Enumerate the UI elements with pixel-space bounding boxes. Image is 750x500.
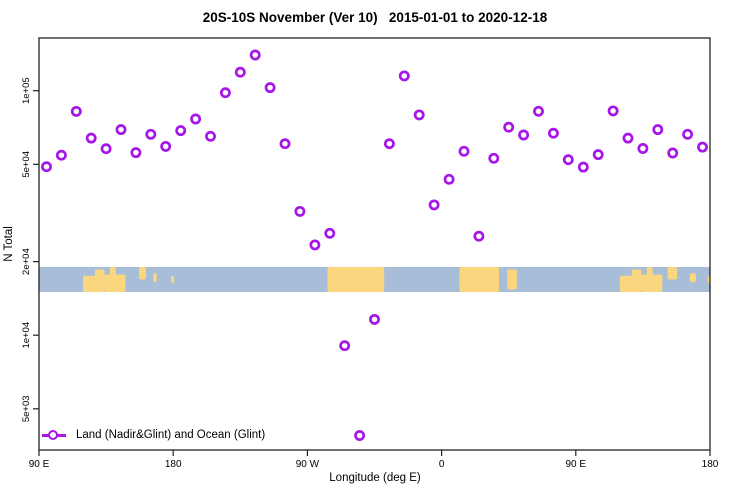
data-point [697, 141, 708, 153]
x-tick-label: 180 [702, 459, 719, 470]
y-tick-label: 2e+04 [21, 248, 32, 275]
y-tick-label: 1e+04 [21, 322, 32, 349]
data-point [339, 340, 351, 352]
chart-title: 20S-10S November (Ver 10) 2015-01-01 to … [202, 10, 548, 25]
legend-label: Land (Nadir&Glint) and Ocean (Glint) [76, 429, 266, 441]
data-point [413, 109, 425, 121]
data-point [383, 138, 395, 150]
data-point [622, 132, 634, 144]
data-point [592, 149, 604, 161]
data-point [562, 154, 574, 166]
data-point [100, 143, 112, 155]
data-point [190, 113, 202, 125]
data-point [533, 105, 544, 117]
map-land-patch [170, 275, 174, 284]
data-point [41, 161, 52, 173]
data-point [503, 121, 515, 133]
data-point [294, 205, 306, 217]
data-point [160, 140, 172, 152]
data-point [473, 230, 485, 242]
data-point [458, 145, 470, 157]
data-point [130, 147, 142, 159]
data-point [264, 82, 276, 94]
data-point [518, 129, 530, 141]
data-point [205, 130, 216, 142]
map-land-patch [109, 267, 116, 292]
x-tick-label: 0 [439, 459, 445, 470]
data-point [577, 161, 589, 173]
map-land-patch [631, 269, 642, 292]
data-point [279, 138, 291, 150]
data-point [219, 87, 231, 99]
map-land-patch [507, 269, 517, 290]
x-tick-label: 90 W [296, 459, 320, 470]
data-point [607, 105, 619, 117]
map-land-patch [94, 269, 105, 292]
data-point [234, 66, 246, 78]
x-tick-label: 180 [165, 459, 182, 470]
data-point [70, 105, 82, 117]
data-point [354, 430, 366, 441]
map-land-patch [459, 267, 500, 292]
map-land-patch [689, 273, 696, 282]
map-land-patch [138, 267, 147, 280]
map-land-patch [646, 267, 653, 292]
plot-frame [38, 37, 711, 451]
data-point [652, 124, 664, 136]
data-point [309, 239, 321, 251]
series-line-marker-icon [42, 429, 66, 442]
data-point [145, 128, 157, 140]
data-point [667, 147, 679, 159]
data-point [85, 132, 97, 144]
data-point [55, 149, 67, 161]
data-point [682, 128, 694, 140]
data-point [115, 124, 127, 136]
x-tick-label: 90 E [29, 459, 50, 470]
y-tick-label: 1e+05 [21, 77, 32, 104]
data-point [398, 70, 410, 82]
x-tick-label: 90 E [566, 459, 587, 470]
map-land-patch [327, 267, 385, 292]
data-point [637, 143, 649, 154]
data-point [369, 313, 380, 325]
data-point [324, 227, 336, 239]
data-point [249, 49, 261, 61]
map-land-patch [153, 273, 157, 282]
x-axis-title: Longitude (deg E) [329, 472, 421, 484]
y-tick-label: 5e+03 [21, 395, 32, 422]
map-land-patch [667, 267, 678, 280]
data-point [175, 125, 187, 137]
y-tick-label: 5e+04 [21, 151, 32, 178]
legend: Land (Nadir&Glint) and Ocean (Glint) [42, 427, 265, 443]
data-point [547, 127, 559, 139]
data-point [428, 199, 440, 211]
data-point [443, 173, 455, 185]
data-point [488, 152, 500, 164]
